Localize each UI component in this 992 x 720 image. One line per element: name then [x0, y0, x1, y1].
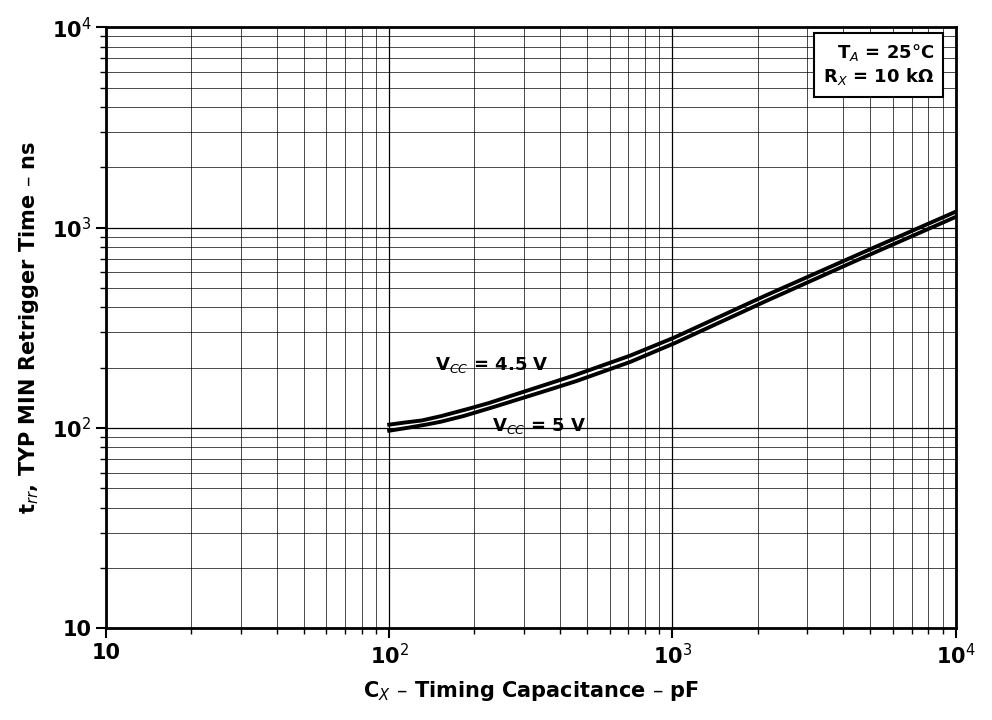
Text: T$_A$ = 25°C
R$_X$ = 10 kΩ: T$_A$ = 25°C R$_X$ = 10 kΩ — [823, 42, 934, 88]
Y-axis label: t$_{rr}$, TYP MIN Retrigger Time – ns: t$_{rr}$, TYP MIN Retrigger Time – ns — [17, 141, 41, 514]
X-axis label: C$_X$ – Timing Capacitance – pF: C$_X$ – Timing Capacitance – pF — [363, 680, 699, 703]
Text: V$_{CC}$ = 4.5 V: V$_{CC}$ = 4.5 V — [434, 354, 549, 374]
Text: V$_{CC}$ = 5 V: V$_{CC}$ = 5 V — [492, 416, 586, 436]
